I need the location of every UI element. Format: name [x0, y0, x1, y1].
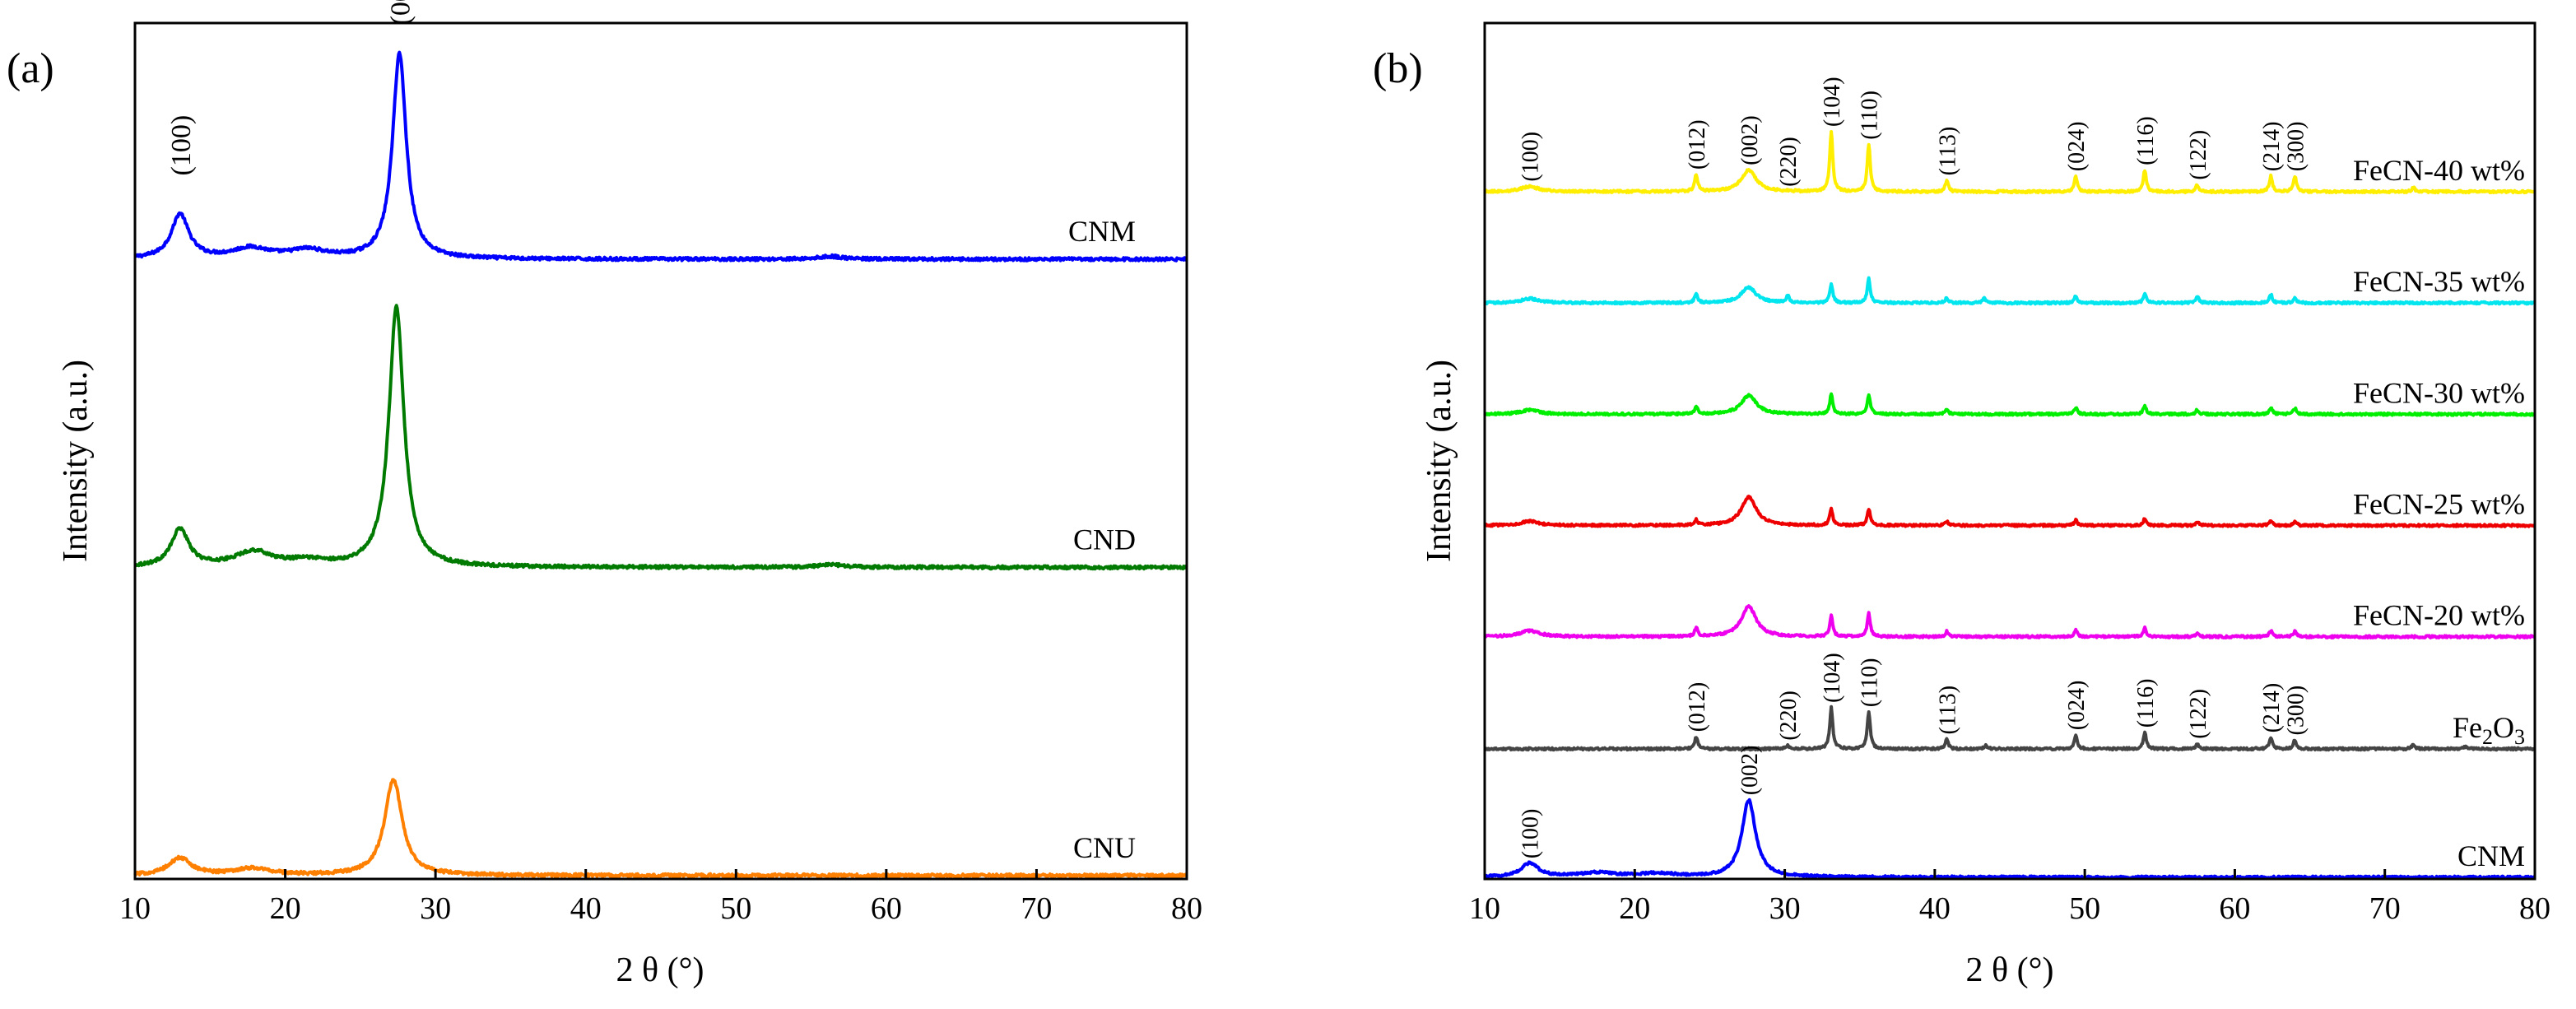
peak-annotation: (116) [2133, 679, 2159, 728]
panel-b-letter: (b) [1373, 45, 1423, 92]
series-label: FeCN-20 wt% [2353, 599, 2525, 632]
series-line-4 [1483, 495, 2536, 528]
peak-annotation: (220) [1776, 690, 1802, 741]
panel-b-ticks: 10 20 30 40 50 60 70 80 [1469, 869, 2550, 926]
x-tick-label: 80 [1171, 891, 1202, 926]
panel-a-x-axis-title: 2 θ (°) [616, 951, 704, 989]
panel-a-frame [133, 21, 1188, 881]
series-label: CNM [2457, 839, 2525, 872]
peak-annotation: (024) [2064, 122, 2090, 172]
panel-b: (b) Intensity (a.u.) 2 θ (°) FeCN-40 wt%… [1373, 21, 2550, 989]
peak-annotation: (104) [1820, 77, 1845, 127]
series-line-1 [1483, 130, 2536, 195]
peak-annotation: (116) [2133, 116, 2159, 165]
peak-annotation: (110) [1858, 91, 1883, 140]
peak-annotation: (002) [385, 0, 416, 26]
panel-a-labels: CNM (100) (002) CND CNU [166, 0, 1136, 864]
x-tick-label: 70 [2369, 891, 2401, 926]
peak-annotation: (100) [1518, 132, 1544, 182]
x-tick-label: 20 [270, 891, 301, 926]
x-tick-label: 60 [2219, 891, 2250, 926]
peak-annotation: (012) [1685, 682, 1710, 732]
peak-annotation: (300) [2283, 686, 2309, 736]
panel-b-y-axis-title: Intensity (a.u.) [1421, 360, 1458, 562]
peak-annotation: (214) [2259, 122, 2285, 172]
peak-annotation: (122) [2186, 689, 2211, 739]
series-line-6 [1483, 704, 2536, 752]
peak-annotation: (220) [1776, 137, 1802, 187]
peak-annotation: (122) [2186, 130, 2211, 180]
peak-annotation: (012) [1685, 119, 1710, 170]
peak-annotation: (024) [2064, 681, 2090, 731]
x-tick-label: 20 [1619, 891, 1650, 926]
peak-annotation: (002) [1737, 746, 1763, 796]
x-tick-label: 40 [570, 891, 602, 926]
series-label: Fe2O3 [2453, 711, 2525, 749]
series-line-7 [1483, 797, 2536, 881]
x-tick-label: 70 [1021, 891, 1052, 926]
series-label: FeCN-40 wt% [2353, 154, 2525, 187]
peak-annotation: (100) [166, 115, 197, 176]
series-line-3 [1483, 392, 2536, 417]
peak-annotation: (110) [1858, 658, 1883, 708]
series-line-2 [1483, 276, 2536, 306]
panel-a-ticks: 10 20 30 40 50 60 70 80 [119, 869, 1202, 926]
x-tick-label: 30 [420, 891, 451, 926]
series-line-5 [1483, 604, 2536, 639]
series-label: CND [1073, 523, 1136, 556]
peak-annotation: (113) [1935, 127, 1960, 176]
series-label: CNM [1068, 215, 1136, 248]
series-label: FeCN-35 wt% [2353, 265, 2525, 298]
panel-a-y-axis-title: Intensity (a.u.) [57, 360, 95, 562]
x-tick-label: 80 [2519, 891, 2550, 926]
panel-a-letter: (a) [7, 45, 54, 92]
peak-annotation: (113) [1935, 686, 1960, 735]
x-tick-label: 10 [1469, 891, 1500, 926]
peak-annotation: (002) [1737, 115, 1763, 165]
x-tick-label: 60 [871, 891, 902, 926]
panel-b-labels: FeCN-40 wt% (100) (012) (002) (220) (104) (110… [1518, 77, 2525, 872]
peak-annotation: (214) [2259, 683, 2285, 733]
peak-annotation: (100) [1518, 809, 1544, 859]
panel-a-traces [133, 50, 1188, 879]
x-tick-label: 40 [1919, 891, 1951, 926]
series-line-1 [133, 50, 1188, 263]
series-label: CNU [1073, 831, 1136, 864]
panel-a: (a) Intensity (a.u.) 2 θ (°) CNM (100) (00… [7, 0, 1202, 989]
x-tick-label: 50 [2069, 891, 2100, 926]
series-line-3 [133, 778, 1188, 879]
x-tick-label: 30 [1769, 891, 1801, 926]
x-tick-label: 10 [119, 891, 151, 926]
series-line-2 [133, 304, 1188, 571]
peak-annotation: (300) [2283, 122, 2309, 172]
panel-b-frame [1483, 21, 2536, 881]
series-label: FeCN-30 wt% [2353, 376, 2525, 409]
panel-b-x-axis-title: 2 θ (°) [1966, 951, 2054, 989]
peak-annotation: (104) [1820, 653, 1845, 703]
series-label: FeCN-25 wt% [2353, 487, 2525, 520]
x-tick-label: 50 [720, 891, 751, 926]
